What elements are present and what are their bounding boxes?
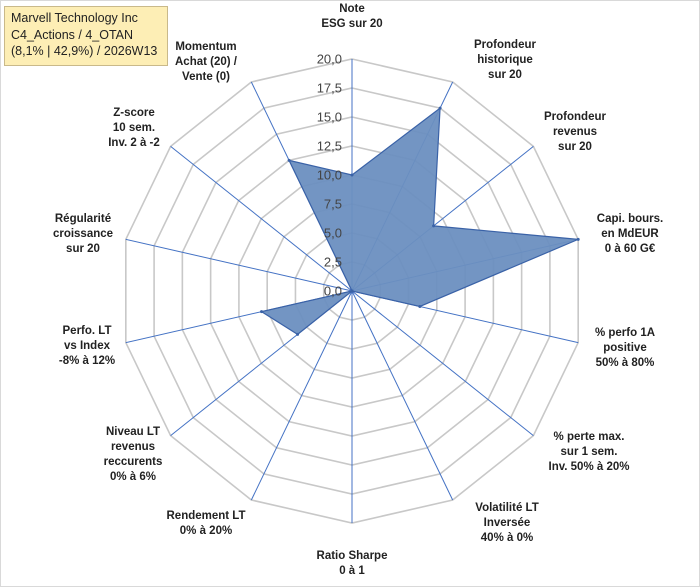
category-label-line: en MdEUR <box>601 228 659 240</box>
category-label-line: historique <box>477 54 533 66</box>
title-stats: (8,1% | 42,9%) / 2026W13 <box>11 44 158 58</box>
tick-label: 7,5 <box>323 196 342 212</box>
category-label-line: 0% à 20% <box>179 525 233 537</box>
category-label-line: Profondeur <box>544 111 606 123</box>
category-label: % perfo 1A positive 50% à 80% <box>595 326 655 371</box>
category-label-line: Volatilité LT <box>475 502 539 514</box>
category-label: Profondeur revenus sur 20 <box>544 110 606 155</box>
category-label-line: Régularité <box>54 213 112 225</box>
category-label-line: 10 sem. <box>112 122 156 134</box>
category-label-line: 0% à 6% <box>109 471 157 483</box>
tick-label: 10,0 <box>316 167 342 183</box>
category-label: Niveau LT revenus reccurents 0% à 6% <box>104 425 163 485</box>
category-label-line: Note <box>339 3 365 15</box>
category-label-line: Inv. 2 à -2 <box>108 137 160 149</box>
series-point <box>432 224 436 228</box>
category-label-line: Achat (20) / <box>175 56 237 68</box>
category-label-line: Vente (0) <box>182 71 230 83</box>
category-label-line: positive <box>603 342 647 354</box>
tick-label: 17,5 <box>316 80 342 96</box>
category-label-line: Capi. bours. <box>596 213 664 225</box>
radar-spoke <box>170 145 353 292</box>
category-label-line: Inversée <box>483 517 531 529</box>
category-label-line: Inv. 50% à 20% <box>548 461 630 473</box>
category-label: Z-score 10 sem. Inv. 2 à -2 <box>108 106 160 151</box>
tick-label: 2,5 <box>323 254 342 270</box>
title-category: C4_Actions / 4_OTAN <box>11 27 134 42</box>
series-point <box>350 289 354 293</box>
category-label-line: Momentum <box>175 41 237 53</box>
category-label-line: sur 1 sem. <box>560 446 618 458</box>
tick-label: 5,0 <box>323 225 342 241</box>
tick-label: 20,0 <box>316 51 342 67</box>
radar-spoke <box>351 290 454 501</box>
category-label: Profondeur historique sur 20 <box>474 38 536 83</box>
tick-label: 12,5 <box>316 138 342 154</box>
category-label-line: Profondeur <box>474 39 536 51</box>
category-label-line: 40% à 0% <box>480 532 534 544</box>
category-label-line: Niveau LT <box>105 426 161 438</box>
category-label-line: Ratio Sharpe <box>316 550 388 562</box>
tick-label: 0,0 <box>323 283 342 299</box>
chart-title-box: Marvell Technology Inc C4_Actions / 4_OT… <box>4 6 168 66</box>
category-label-line: % perfo 1A <box>594 327 656 339</box>
category-label-line: croissance <box>52 228 114 240</box>
tick-label: 15,0 <box>316 109 342 125</box>
category-label-line: 0 à 60 G€ <box>604 243 656 255</box>
radar-spoke <box>250 290 353 501</box>
series-point <box>418 304 422 308</box>
category-label: Ratio Sharpe 0 à 1 <box>317 549 388 579</box>
radar-series <box>259 106 580 336</box>
category-label: Régularité croissance sur 20 <box>53 212 113 257</box>
category-label: % perte max. sur 1 sem. Inv. 50% à 20% <box>549 430 630 475</box>
series-point <box>438 106 442 110</box>
category-label: Perfo. LT vs Index -8% à 12% <box>59 324 115 369</box>
category-label: Volatilité LT Inversée 40% à 0% <box>475 501 538 546</box>
category-label: Momentum Achat (20) / Vente (0) <box>175 40 237 85</box>
category-label-line: 0 à 1 <box>339 565 365 577</box>
category-label-line: Rendement LT <box>166 510 246 522</box>
category-label-line: Perfo. LT <box>62 325 112 337</box>
radar-spoke <box>125 238 353 292</box>
category-label-line: Z-score <box>113 107 155 119</box>
series-point <box>296 332 300 336</box>
series-point <box>260 310 264 314</box>
category-label-line: reccurents <box>103 456 163 468</box>
category-label-line: revenus <box>110 441 156 453</box>
category-label-line: 50% à 80% <box>595 357 655 369</box>
category-label-line: ESG sur 20 <box>321 18 383 30</box>
category-label-line: sur 20 <box>66 243 100 255</box>
title-company: Marvell Technology Inc <box>11 11 138 25</box>
series-point <box>287 158 291 162</box>
category-label: Note ESG sur 20 <box>321 2 382 32</box>
category-label: Capi. bours. en MdEUR 0 à 60 G€ <box>597 212 663 257</box>
category-label-line: sur 20 <box>488 69 522 81</box>
category-label-line: revenus <box>552 126 598 138</box>
category-label-line: sur 20 <box>558 141 592 153</box>
category-label: Rendement LT 0% à 20% <box>166 509 245 539</box>
category-label-line: -8% à 12% <box>58 355 116 367</box>
radar-spoke <box>351 290 534 437</box>
series-point <box>576 237 580 241</box>
series-point <box>350 173 354 177</box>
category-label-line: % perte max. <box>553 431 625 443</box>
category-label-line: vs Index <box>63 340 111 352</box>
